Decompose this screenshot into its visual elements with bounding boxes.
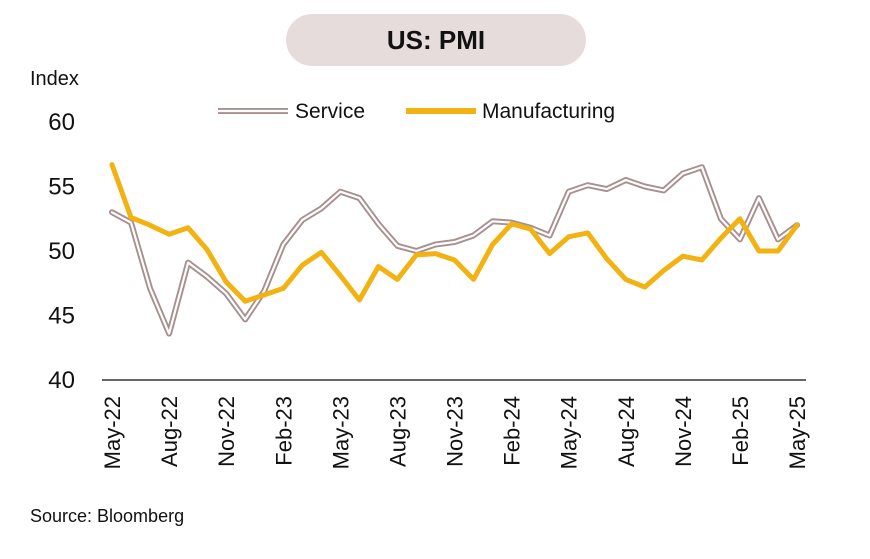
- x-tick-label: Aug-24: [614, 396, 639, 467]
- legend-label-manufacturing: Manufacturing: [482, 100, 615, 123]
- x-tick-label: Feb-25: [728, 396, 753, 466]
- y-tick-label: 45: [48, 303, 75, 330]
- y-tick-label: 60: [48, 109, 75, 136]
- series-line-manufacturing: [109, 162, 800, 304]
- x-tick-label: May-25: [785, 396, 810, 469]
- chart-title: US: PMI: [386, 24, 486, 55]
- y-axis-label: Index: [30, 68, 79, 90]
- source-note: Source: Bloomberg: [30, 506, 185, 526]
- y-tick-label: 40: [48, 367, 75, 394]
- y-tick-label: 55: [48, 174, 75, 201]
- y-tick-label: 50: [48, 238, 75, 265]
- x-tick-label: Feb-24: [500, 396, 525, 466]
- x-tick-label: May-24: [557, 396, 582, 469]
- legend-label-service: Service: [295, 100, 365, 123]
- x-tick-label: Aug-22: [157, 396, 182, 467]
- x-tick-label: May-23: [328, 396, 353, 469]
- chart-title-pill: US: PMI: [286, 14, 586, 66]
- x-tick-label: Nov-24: [671, 396, 696, 467]
- x-tick-label: Aug-23: [385, 396, 410, 467]
- x-tick-label: Nov-23: [443, 396, 468, 467]
- series-line-inner-service: [110, 166, 799, 335]
- x-tick-label: Nov-22: [214, 396, 239, 467]
- series-line-service: [109, 164, 800, 337]
- x-tick-label: Feb-23: [271, 396, 296, 466]
- x-tick-label: May-22: [100, 396, 125, 469]
